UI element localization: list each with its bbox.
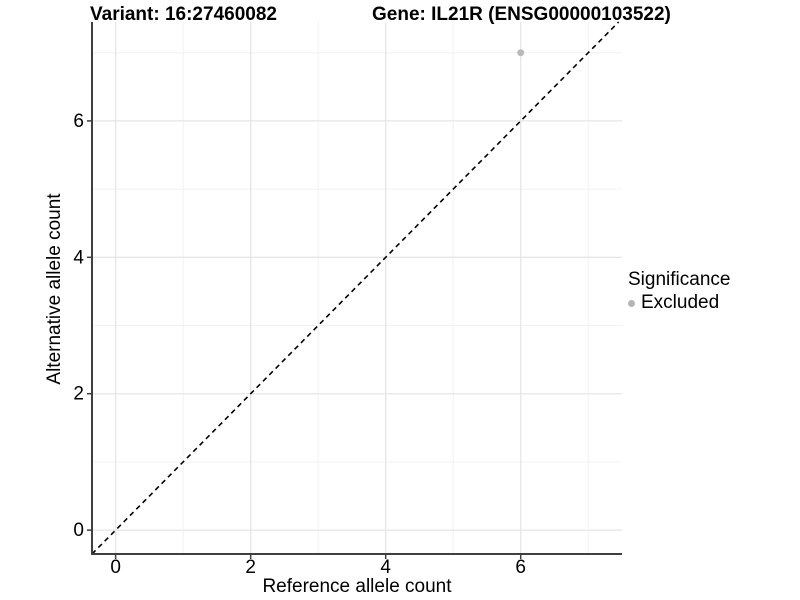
- x-axis-title: Reference allele count: [262, 576, 452, 597]
- identity-line: [91, 21, 620, 555]
- y-tick-label: 6: [73, 111, 84, 132]
- plot-title-variant: Variant: 16:27460082: [90, 4, 277, 25]
- y-tick-label: 2: [73, 384, 84, 405]
- legend-item-label: Excluded: [641, 292, 720, 313]
- y-axis-title: Alternative allele count: [44, 193, 65, 385]
- y-tick-label: 4: [73, 247, 84, 268]
- legend-point-marker-icon: [628, 299, 635, 307]
- legend-title: Significance: [628, 269, 731, 290]
- y-tick-label: 0: [73, 520, 84, 541]
- data-point: [517, 49, 525, 57]
- x-tick-label: 0: [110, 557, 121, 578]
- legend-item-excluded: Excluded: [628, 292, 719, 314]
- x-tick-label: 4: [380, 557, 391, 578]
- x-tick-label: 6: [515, 557, 526, 578]
- plot-title-gene: Gene: IL21R (ENSG00000103522): [372, 4, 671, 25]
- legend: Significance Excluded: [628, 268, 730, 314]
- x-tick-label: 2: [245, 557, 256, 578]
